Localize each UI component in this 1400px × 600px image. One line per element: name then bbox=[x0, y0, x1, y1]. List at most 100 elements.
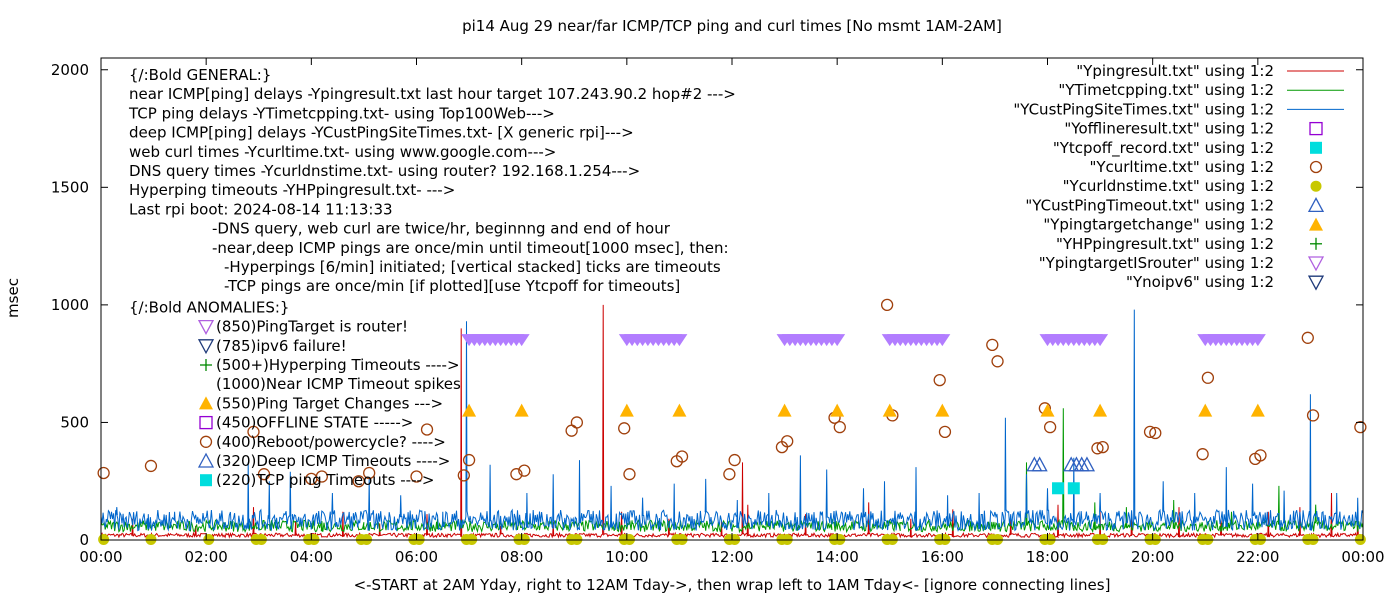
data-point bbox=[619, 403, 634, 417]
legend-mark bbox=[1307, 256, 1325, 272]
series-5 bbox=[97, 298, 1367, 488]
x-tick-label: 04:00 bbox=[290, 548, 333, 566]
x-tick-label: 08:00 bbox=[500, 548, 543, 566]
legend-mark bbox=[1310, 180, 1322, 192]
data-point bbox=[829, 334, 846, 347]
legend-mark bbox=[1307, 197, 1325, 213]
data-point bbox=[1043, 420, 1057, 434]
legend-label: "YCustPingSiteTimes.txt" using 1:2 bbox=[1013, 100, 1274, 118]
data-point bbox=[1052, 482, 1065, 495]
legend: "Ypingresult.txt" using 1:2"YTimetcpping… bbox=[1013, 62, 1344, 291]
data-point bbox=[880, 298, 894, 312]
data-point bbox=[1096, 440, 1109, 454]
data-point bbox=[247, 425, 260, 438]
annotation-line: (1000)Near ICMP Timeout spikes bbox=[216, 375, 461, 393]
annotation-line: (550)Ping Target Changes ---> bbox=[216, 394, 443, 412]
data-point bbox=[991, 355, 1004, 368]
annotation-line: -Hyperpings [6/min] initiated; [vertical… bbox=[224, 258, 721, 276]
annotation-line: -near,deep ICMP pings are once/min until… bbox=[212, 239, 729, 257]
data-point bbox=[723, 468, 736, 481]
y-tick-label: 2000 bbox=[51, 61, 89, 79]
data-point bbox=[565, 424, 578, 437]
annotation-line: {/:Bold ANOMALIES:} bbox=[129, 298, 289, 316]
data-point bbox=[1196, 448, 1209, 461]
data-point bbox=[1250, 403, 1265, 417]
data-point bbox=[1093, 403, 1108, 417]
data-point bbox=[352, 475, 365, 488]
data-point bbox=[1092, 334, 1109, 347]
annotation-block: {/:Bold GENERAL:}near ICMP[ping] delays … bbox=[128, 66, 736, 489]
annotation-line: -TCP pings are once/min [if plotted][use… bbox=[224, 277, 680, 295]
chart-title: pi14 Aug 29 near/far ICMP/TCP ping and c… bbox=[462, 17, 1002, 35]
x-tick-label: 10:00 bbox=[605, 548, 648, 566]
data-point bbox=[363, 466, 376, 480]
legend-label: "YHPpingresult.txt" using 1:2 bbox=[1056, 235, 1274, 253]
annotation-line: deep ICMP[ping] delays -YCustPingSiteTim… bbox=[129, 124, 634, 142]
x-tick-label: 14:00 bbox=[816, 548, 859, 566]
data-point bbox=[97, 466, 110, 480]
data-point bbox=[830, 403, 845, 417]
legend-mark bbox=[1309, 160, 1323, 174]
data-point bbox=[410, 470, 423, 483]
annotation-line: TCP ping delays -YTimetcpping.txt- using… bbox=[128, 104, 555, 122]
x-tick-label: 20:00 bbox=[1131, 548, 1174, 566]
x-tick-label: 18:00 bbox=[1026, 548, 1069, 566]
data-point bbox=[938, 425, 952, 438]
data-point bbox=[510, 468, 523, 481]
data-point bbox=[1031, 456, 1048, 472]
data-point bbox=[315, 470, 329, 483]
annotation-line: {/:Bold GENERAL:} bbox=[129, 66, 271, 84]
anomaly-legend-mark bbox=[199, 415, 213, 430]
data-point bbox=[1040, 403, 1055, 417]
y-axis-label: msec bbox=[4, 278, 22, 318]
legend-label: "Ycurltime.txt" using 1:2 bbox=[1089, 158, 1274, 176]
data-point bbox=[1301, 331, 1314, 344]
legend-mark bbox=[1310, 237, 1322, 250]
data-point bbox=[1149, 426, 1162, 440]
annotation-line: Hyperping timeouts -YHPpingresult.txt- -… bbox=[129, 181, 455, 199]
anomaly-legend-mark bbox=[197, 319, 215, 335]
data-point bbox=[420, 423, 434, 436]
data-point bbox=[462, 403, 477, 417]
data-point bbox=[935, 403, 950, 417]
annotation-line: (220)TCP ping Timeouts ----> bbox=[216, 471, 434, 489]
data-point bbox=[1201, 371, 1215, 384]
anomaly-legend-mark bbox=[200, 359, 212, 371]
annotation-line: (320)Deep ICMP Timeouts ----> bbox=[216, 452, 450, 470]
annotation-line: -DNS query, web curl are twice/hr, begin… bbox=[212, 220, 671, 238]
series-line bbox=[100, 309, 1364, 532]
data-point bbox=[671, 334, 688, 347]
y-tick-label: 0 bbox=[79, 531, 89, 549]
data-point bbox=[1306, 409, 1320, 422]
legend-label: "Ytcpoff_record.txt" using 1:2 bbox=[1053, 139, 1274, 158]
legend-label: "Ypingtargetchange" using 1:2 bbox=[1043, 216, 1274, 234]
annotation-line: Last rpi boot: 2024-08-14 11:13:33 bbox=[129, 200, 393, 218]
y-tick-label: 1000 bbox=[51, 296, 89, 314]
data-point bbox=[781, 435, 794, 448]
data-point bbox=[1198, 403, 1213, 417]
annotation-line: (400)Reboot/powercycle? ----> bbox=[216, 433, 446, 451]
legend-label: "Ynoipv6" using 1:2 bbox=[1126, 273, 1274, 291]
series-4 bbox=[1052, 482, 1080, 495]
data-point bbox=[570, 416, 584, 429]
data-point bbox=[618, 422, 631, 435]
anomaly-legend-mark bbox=[197, 339, 215, 355]
data-point bbox=[833, 420, 846, 434]
legend-mark bbox=[1309, 121, 1323, 136]
x-tick-label: 12:00 bbox=[710, 548, 753, 566]
annotation-line: DNS query times -Ycurldnstime.txt- using… bbox=[129, 162, 640, 180]
x-tick-label: 06:00 bbox=[395, 548, 438, 566]
data-point bbox=[986, 338, 999, 351]
series-7 bbox=[1026, 456, 1096, 472]
series-12 bbox=[461, 334, 1266, 347]
anomaly-legend-mark bbox=[200, 474, 212, 487]
anomaly-legend-mark bbox=[199, 396, 213, 410]
data-point bbox=[777, 403, 792, 417]
data-point bbox=[882, 403, 897, 417]
series-8 bbox=[462, 403, 1265, 417]
data-point bbox=[513, 334, 530, 347]
data-point bbox=[1091, 442, 1104, 455]
axes: 00:00 02:00 04:00 06:00 08:00 10:00 12:00 14:00… bbox=[51, 58, 1385, 566]
x-tick-label: 00:00 bbox=[79, 548, 122, 566]
